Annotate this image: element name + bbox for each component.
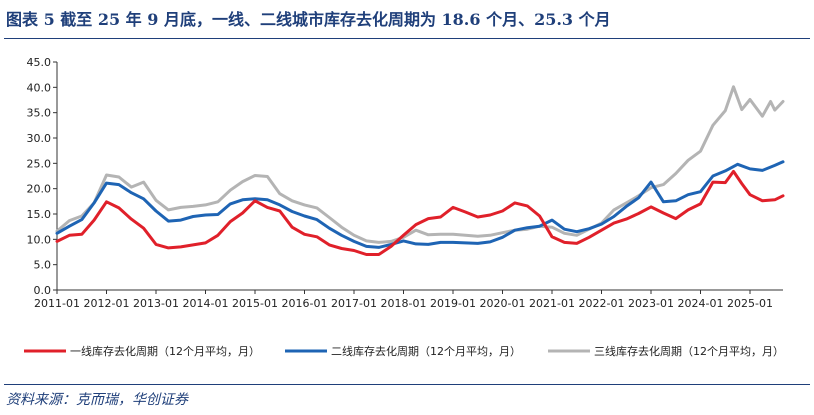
y-tick-label: 0.0	[34, 284, 52, 297]
y-tick-label: 45.0	[27, 56, 52, 69]
y-tick-label: 20.0	[27, 183, 52, 196]
legend-label-3: 三线库存去化周期（12个月平均，月）	[594, 344, 784, 358]
chart-legend: 一线库存去化周期（12个月平均，月） 二线库存去化周期（12个月平均，月） 三线库存…	[24, 344, 784, 358]
x-tick-label: 2017-01	[331, 297, 377, 310]
series-line-3	[55, 85, 785, 244]
x-tick-label: 2018-01	[381, 297, 427, 310]
chart: 0.0 5.0 10.0 15.0 20.0 25.0 30.0 35.0 40.0 45.0 20…	[24, 56, 785, 358]
x-tick-label: 2019-01	[430, 297, 476, 310]
x-tick-label: 2016-01	[282, 297, 328, 310]
x-tick-label: 2013-01	[133, 297, 179, 310]
y-tick-label: 25.0	[27, 157, 52, 170]
legend-label-2: 二线库存去化周期（12个月平均，月）	[331, 344, 521, 358]
x-tick-label: 2023-01	[628, 297, 674, 310]
x-tick-label: 2024-01	[678, 297, 724, 310]
x-tick-label: 2020-01	[480, 297, 526, 310]
y-tick-label: 15.0	[27, 208, 52, 221]
x-tick-label: 2014-01	[183, 297, 229, 310]
x-tick-label: 2011-01	[34, 297, 80, 310]
x-tick-label: 2015-01	[232, 297, 278, 310]
figure-title: 图表 5 截至 25 年 9 月底，一线、二线城市库存去化周期为 18.6 个月…	[6, 10, 611, 29]
x-tick-label: 2021-01	[529, 297, 575, 310]
y-tick-label: 40.0	[27, 81, 52, 94]
source-rule	[4, 384, 810, 385]
x-tick-label: 2022-01	[579, 297, 625, 310]
y-tick-label: 35.0	[27, 107, 52, 120]
y-tick-label: 10.0	[27, 233, 52, 246]
x-tick-label: 2012-01	[84, 297, 130, 310]
source-note: 资料来源：克而瑞，华创证券	[6, 392, 188, 408]
x-tick-label: 2025-01	[727, 297, 773, 310]
chart-axes: 0.0 5.0 10.0 15.0 20.0 25.0 30.0 35.0 40.0 45.0 20…	[27, 56, 783, 310]
chart-series	[55, 85, 785, 256]
series-line-1	[55, 169, 785, 256]
legend-label-1: 一线库存去化周期（12个月平均，月）	[70, 344, 260, 358]
y-tick-label: 5.0	[34, 259, 52, 272]
y-tick-label: 30.0	[27, 132, 52, 145]
series-line-2	[55, 160, 785, 249]
title-rule	[4, 38, 810, 39]
